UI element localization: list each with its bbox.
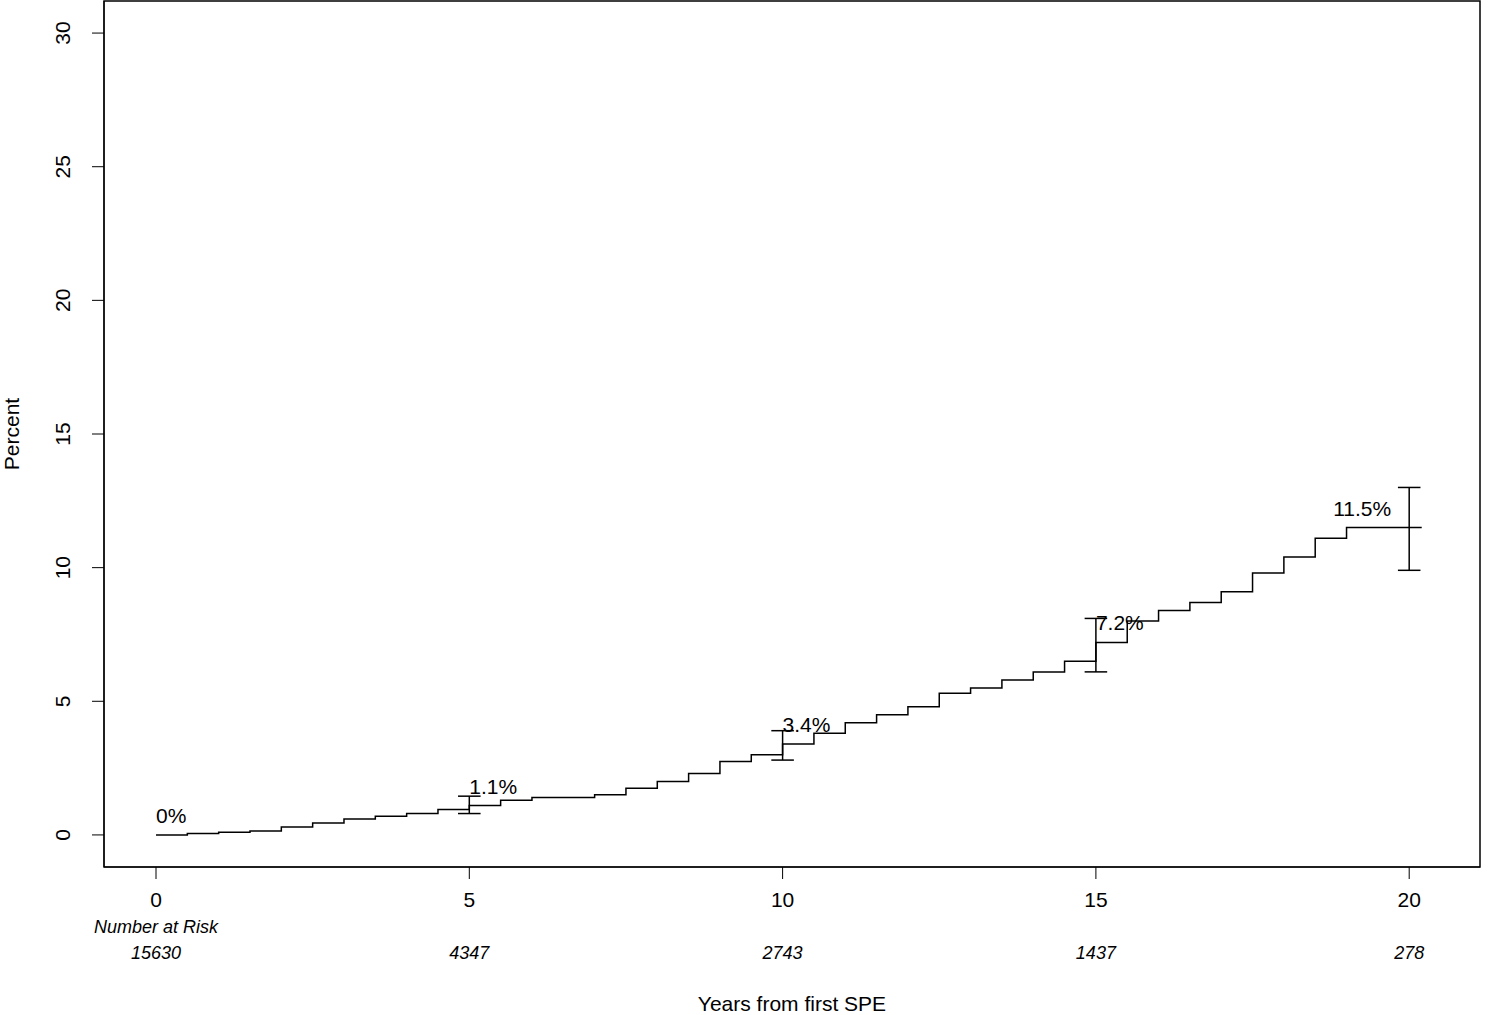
svg-text:0: 0	[51, 829, 74, 841]
svg-text:20: 20	[51, 289, 74, 312]
svg-text:15630: 15630	[131, 943, 181, 963]
svg-text:25: 25	[51, 155, 74, 178]
svg-text:10: 10	[771, 888, 794, 911]
svg-text:30: 30	[51, 21, 74, 44]
svg-text:11.5%: 11.5%	[1333, 497, 1391, 520]
svg-text:4347: 4347	[449, 943, 490, 963]
svg-text:278: 278	[1393, 943, 1424, 963]
svg-text:2743: 2743	[762, 943, 803, 963]
svg-text:7.2%: 7.2%	[1096, 611, 1144, 634]
svg-text:1437: 1437	[1076, 943, 1117, 963]
svg-text:Percent: Percent	[8, 398, 23, 471]
svg-text:10: 10	[51, 556, 74, 579]
svg-text:15: 15	[1084, 888, 1107, 911]
svg-text:15: 15	[51, 422, 74, 445]
svg-text:5: 5	[463, 888, 475, 911]
svg-text:Number at Risk: Number at Risk	[94, 917, 219, 937]
svg-text:0%: 0%	[156, 804, 186, 827]
svg-text:1.1%: 1.1%	[469, 775, 517, 798]
svg-text:Years from first SPE: Years from first SPE	[698, 992, 886, 1015]
svg-text:3.4%: 3.4%	[783, 713, 831, 736]
svg-text:5: 5	[51, 695, 74, 707]
svg-text:20: 20	[1398, 888, 1421, 911]
svg-text:0: 0	[150, 888, 162, 911]
